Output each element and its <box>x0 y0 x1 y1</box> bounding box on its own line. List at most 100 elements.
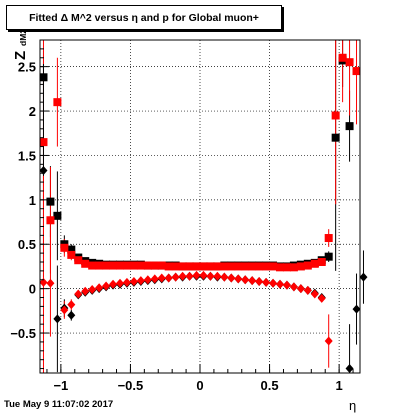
data-point-square <box>220 262 229 271</box>
data-point-square <box>81 259 90 268</box>
data-point-square <box>67 250 76 259</box>
data-point-diamond <box>248 276 257 286</box>
data-point-diamond <box>88 285 97 295</box>
data-point-square <box>157 261 166 270</box>
data-point-square <box>116 261 124 270</box>
data-point-diamond <box>262 277 271 287</box>
data-point-square <box>60 243 69 252</box>
data-point-diamond <box>282 280 291 290</box>
plot-frame <box>39 39 361 374</box>
data-point-square <box>324 234 333 243</box>
x-tick-label: −0.5 <box>118 378 144 393</box>
data-point-diamond <box>192 270 201 280</box>
data-point-square <box>213 262 222 271</box>
data-point-diamond <box>116 278 124 288</box>
axis-ticks <box>40 48 354 373</box>
data-point-diamond <box>303 285 312 295</box>
y-tick-label: −0.5 <box>10 326 36 341</box>
data-point-diamond <box>345 364 354 374</box>
data-point-square <box>88 261 97 270</box>
data-point-square <box>269 262 278 271</box>
data-point-diamond <box>150 274 159 284</box>
grid <box>40 40 360 373</box>
data-point-square <box>192 262 201 271</box>
data-point-square <box>345 58 354 67</box>
data-point-square <box>331 111 340 120</box>
data-point-diamond <box>95 283 104 293</box>
data-point-diamond <box>199 270 208 280</box>
data-point-diamond <box>67 300 76 310</box>
data-point-square <box>95 261 104 270</box>
x-tick-label: 1 <box>336 378 343 393</box>
data-point-square <box>102 261 111 270</box>
data-point-square <box>171 262 180 271</box>
data-point-square <box>136 261 145 270</box>
data-point-diamond <box>289 282 298 292</box>
data-point-diamond <box>171 272 180 282</box>
x-axis-label: η <box>349 398 357 413</box>
data-point-diamond <box>102 281 111 291</box>
data-point-square <box>67 245 76 254</box>
data-point-square <box>227 262 236 271</box>
data-point-diamond <box>185 271 194 281</box>
y-tick-label: 0 <box>29 282 36 297</box>
data-point-diamond <box>255 277 264 287</box>
y-tick-label: 1 <box>29 193 36 208</box>
data-point-square <box>331 133 340 142</box>
data-point-diamond <box>310 289 319 299</box>
data-point-diamond <box>269 278 278 288</box>
y-axis-label-sub: dM2 <box>18 29 28 46</box>
data-point-square <box>46 197 55 206</box>
data-point-diamond <box>164 273 173 283</box>
data-point-square <box>143 261 152 270</box>
data-point-diamond <box>352 304 361 314</box>
data-point-square <box>276 263 284 272</box>
y-tick-label: 2 <box>29 104 36 119</box>
data-point-diamond <box>220 272 229 282</box>
x-tick-label: −1 <box>53 378 68 393</box>
data-point-square <box>74 256 83 265</box>
data-point-square <box>255 262 264 271</box>
chart-title-box: Fitted Δ M^2 versus η and p for Global m… <box>6 5 282 30</box>
data-point-diamond <box>206 271 215 281</box>
data-point-diamond <box>143 275 152 285</box>
data-point-diamond <box>67 310 76 320</box>
x-tick-label: 0 <box>196 378 203 393</box>
data-point-square <box>248 262 257 271</box>
data-point-square <box>129 261 138 270</box>
data-point-square <box>310 259 319 268</box>
data-point-square <box>289 263 298 272</box>
y-tick-label: 2.5 <box>18 60 36 75</box>
y-tick-label: 1.5 <box>18 148 36 163</box>
data-point-square <box>262 262 271 271</box>
data-point-diamond <box>359 272 368 282</box>
data-point-diamond <box>46 278 55 288</box>
data-point-diamond <box>213 271 222 281</box>
data-point-square <box>296 262 305 271</box>
data-point-square <box>39 73 48 82</box>
data-point-square <box>324 252 333 261</box>
data-point-square <box>241 262 250 271</box>
data-point-square <box>199 262 208 271</box>
data-point-diamond <box>276 279 284 289</box>
data-point-square <box>352 67 361 76</box>
data-point-square <box>338 53 347 62</box>
data-point-diamond <box>81 286 90 296</box>
data-point-diamond <box>227 273 236 283</box>
data-point-diamond <box>324 336 333 346</box>
data-point-diamond <box>129 277 138 287</box>
data-point-diamond <box>60 305 69 315</box>
data-point-square <box>303 261 312 270</box>
timestamp: Tue May 9 11:07:02 2017 <box>4 399 114 410</box>
data-point-square <box>122 261 131 270</box>
error-bars <box>42 40 364 373</box>
data-point-square <box>53 98 62 107</box>
data-point-square <box>345 122 354 131</box>
data-point-square <box>282 263 291 272</box>
y-tick-label: 0.5 <box>18 237 36 252</box>
data-point-square <box>109 261 118 270</box>
data-point-diamond <box>178 271 187 281</box>
data-point-square <box>150 261 159 270</box>
data-point-square <box>234 262 243 271</box>
data-point-diamond <box>296 284 305 294</box>
